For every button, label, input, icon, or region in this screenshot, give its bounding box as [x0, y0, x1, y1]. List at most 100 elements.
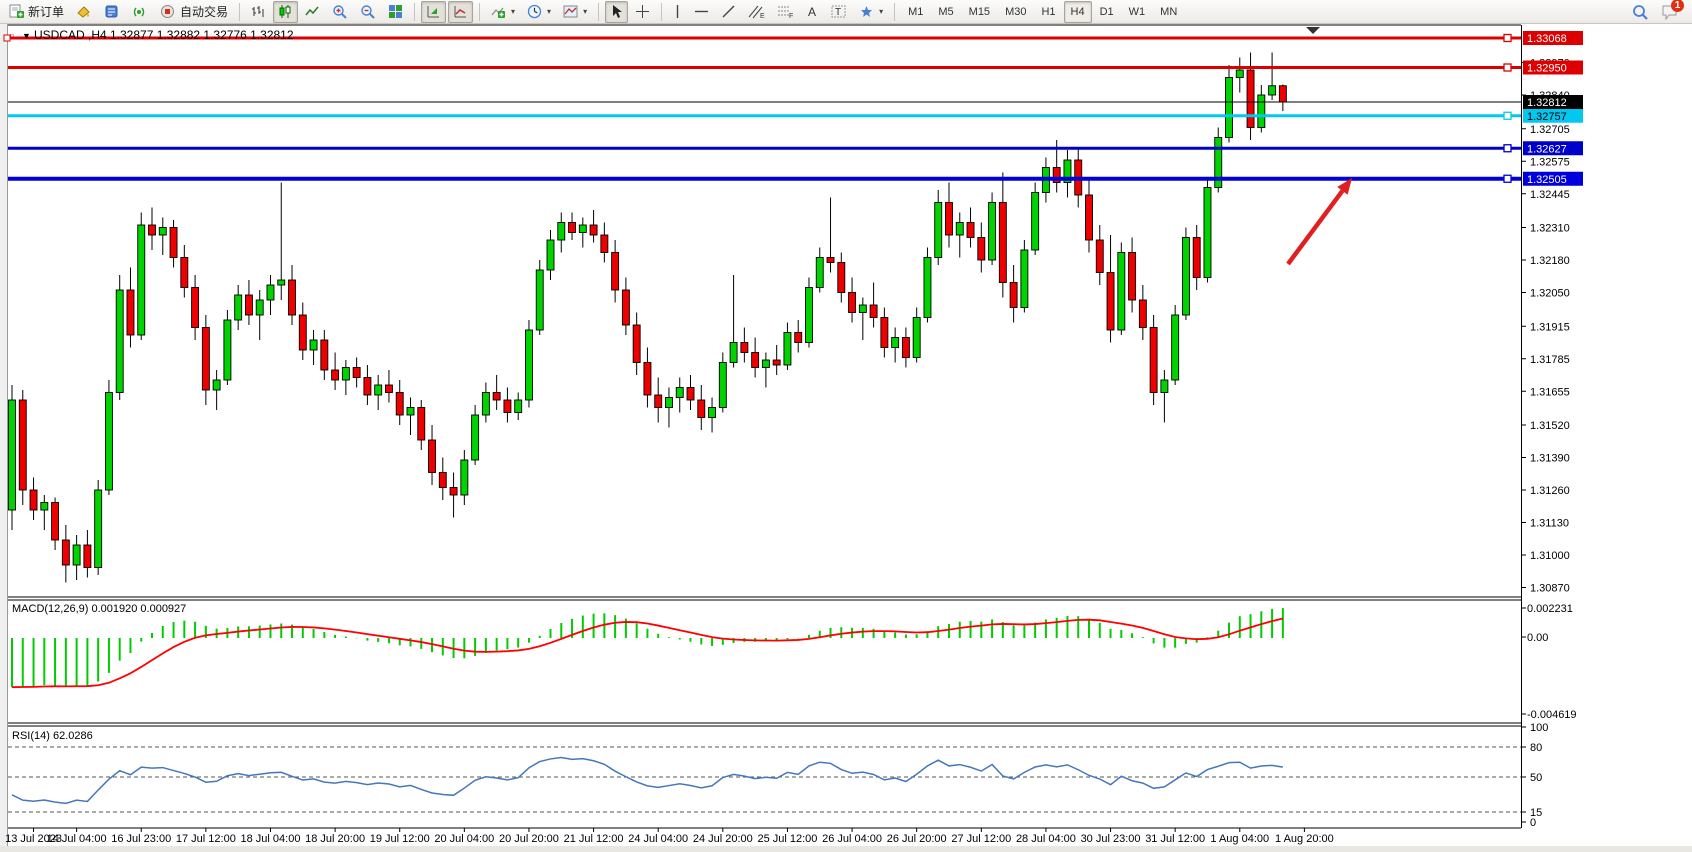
line-handle[interactable] [1503, 144, 1512, 153]
candle-body [94, 489, 103, 568]
chart-marker-icon [453, 4, 468, 19]
price-tick-label: 1.30870 [1530, 583, 1570, 595]
price-tick-label: 1.31520 [1530, 420, 1570, 432]
candle-body [266, 284, 275, 301]
vertical-line-button[interactable] [668, 1, 687, 23]
arrows-button[interactable]: ▾ [854, 1, 888, 23]
candle-body [1278, 85, 1287, 103]
candle-body [945, 202, 953, 236]
price-line-badge-label: 1.32757 [1527, 111, 1567, 123]
fibonacci-icon: F [777, 4, 794, 19]
bar-chart-icon [251, 4, 266, 19]
candle-body [72, 544, 81, 566]
chart-profile-button[interactable] [71, 1, 97, 23]
candle-body [923, 257, 932, 318]
search-button[interactable] [1627, 1, 1654, 23]
candle-body [718, 362, 727, 408]
cursor-button[interactable] [605, 0, 629, 23]
candle-body [406, 407, 415, 416]
axes: 1.329701.328401.327051.325751.324451.323… [5, 24, 1577, 845]
tile-windows-icon [388, 4, 403, 19]
candle-body [535, 269, 544, 331]
trend-arrow-shaft[interactable] [1286, 189, 1345, 266]
dropdown-arrow-icon: ▾ [511, 7, 516, 16]
chart-shift-marker[interactable] [1306, 27, 1320, 34]
line-chart-button[interactable] [300, 1, 325, 23]
bar-chart-button[interactable] [246, 1, 271, 23]
candle-body [848, 292, 857, 313]
tile-windows-button[interactable] [383, 1, 408, 23]
candle-body [772, 359, 781, 366]
trendline-button[interactable] [716, 1, 741, 23]
show-tester-button[interactable] [421, 0, 447, 23]
candle-body [298, 314, 307, 351]
timeframe-m1[interactable]: M1 [908, 5, 924, 18]
line-handle[interactable] [1503, 33, 1512, 43]
candle-body [51, 502, 60, 541]
candle-body [632, 324, 641, 363]
vertical-line-icon [673, 4, 682, 19]
show-history-button[interactable] [448, 0, 474, 23]
candle-body [1009, 282, 1018, 308]
symbol-dropdown-icon[interactable]: ▼ [22, 31, 31, 41]
indicators-button[interactable]: ▾ [486, 1, 520, 23]
candle-body [126, 289, 135, 336]
line-handle[interactable] [1503, 174, 1512, 183]
equidistant-channel-button[interactable]: E [743, 1, 770, 23]
horizontal-line-button[interactable] [689, 1, 714, 23]
timeframe-m15[interactable]: M15 [968, 5, 991, 18]
line-handle[interactable] [1503, 63, 1512, 72]
svg-text:A: A [808, 5, 816, 19]
price-tick-label: 1.31000 [1530, 550, 1570, 562]
candle-body [223, 319, 232, 381]
line-handle[interactable] [1503, 111, 1512, 120]
timeframe-h4[interactable]: H4 [1063, 0, 1092, 23]
candle-body [352, 367, 361, 378]
metaeditor-button[interactable] [99, 1, 125, 23]
candle-body [29, 489, 38, 511]
new-order-button[interactable]: 新订单 [4, 1, 69, 23]
text-label-button[interactable]: T [826, 1, 852, 23]
rsi-axis-label: 0 [1530, 817, 1536, 829]
timeframe-mn[interactable]: MN [1160, 5, 1178, 18]
candle-body [341, 367, 350, 381]
candle-body [395, 392, 404, 416]
crosshair-button[interactable] [630, 1, 655, 23]
clock-icon [527, 4, 542, 19]
candle-body [481, 392, 490, 416]
timeframe-d1[interactable]: D1 [1099, 5, 1114, 18]
toolbar-separator [239, 2, 241, 21]
timeframe-m5[interactable]: M5 [938, 5, 954, 18]
candle-body [858, 304, 867, 313]
candle-body [869, 304, 878, 318]
line-handle[interactable] [3, 34, 11, 42]
auto-trading-button[interactable]: 自动交易 [155, 1, 233, 23]
price-tick-label: 1.32180 [1530, 255, 1570, 267]
time-tick-label: 18 Jul 04:00 [241, 833, 301, 845]
candle-body [40, 502, 49, 511]
zoom-out-button[interactable] [355, 1, 381, 23]
timeframe-w1[interactable]: W1 [1128, 5, 1146, 18]
notifications-button[interactable]: 1 [1656, 0, 1684, 23]
candlestick-chart-button[interactable] [273, 0, 299, 23]
zoom-in-button[interactable] [327, 1, 353, 23]
paint-bucket-icon [76, 4, 92, 19]
candle-body [998, 202, 1007, 283]
candle-body [1106, 272, 1115, 331]
arrows-icon [859, 4, 874, 19]
trend-arrow-head[interactable] [1337, 178, 1352, 195]
fibonacci-button[interactable]: F [772, 1, 799, 23]
toolbar-separator [479, 2, 481, 21]
price-line-badge-label: 1.32627 [1527, 143, 1567, 155]
time-tick-label: 24 Jul 04:00 [628, 833, 688, 845]
signals-button[interactable] [127, 1, 153, 23]
candle-body [1181, 237, 1190, 316]
timeframe-m30[interactable]: M30 [1005, 5, 1027, 18]
periods-button[interactable]: ▾ [522, 1, 556, 23]
price-tick-label: 1.31655 [1530, 386, 1570, 398]
text-button[interactable]: A [801, 1, 824, 23]
price-tick-label: 1.32705 [1530, 124, 1570, 136]
candle-body [568, 222, 576, 233]
templates-button[interactable]: ▾ [558, 1, 592, 23]
timeframe-h1[interactable]: H1 [1041, 5, 1056, 18]
